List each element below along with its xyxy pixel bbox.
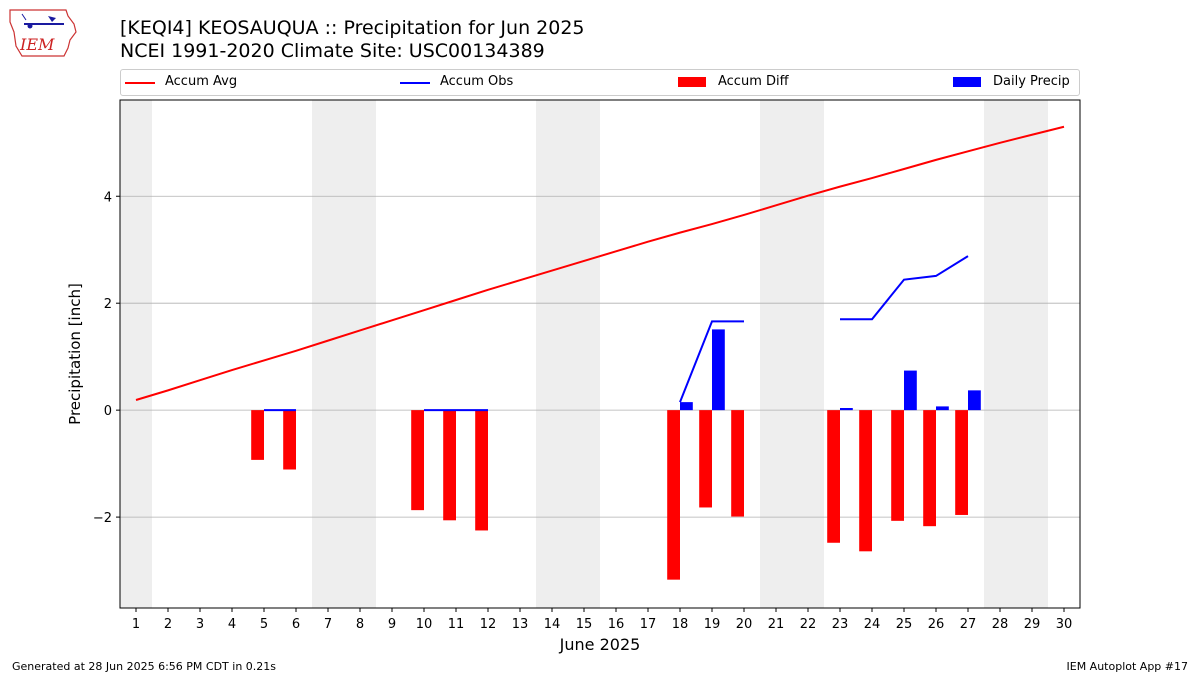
x-tick-label: 28 — [992, 617, 1009, 632]
x-tick-label: 30 — [1056, 617, 1073, 632]
accum-avg-line — [135, 125, 1065, 401]
x-tick-label: 14 — [544, 617, 561, 632]
x-tick-label: 26 — [928, 617, 945, 632]
x-tick-label: 27 — [960, 617, 977, 632]
legend-swatch-accum-diff — [678, 77, 706, 87]
weekend-band — [536, 100, 600, 608]
accum-diff-bar — [891, 410, 904, 521]
legend-swatch-daily-precip — [953, 77, 981, 87]
legend: Accum Avg Accum Obs Accum Diff Daily Pre… — [120, 69, 1080, 96]
chart-title: [KEQI4] KEOSAUQUA :: Precipitation for J… — [120, 17, 585, 39]
x-tick-label: 13 — [512, 617, 529, 632]
x-tick-label: 17 — [640, 617, 657, 632]
daily-precip-bar — [840, 408, 853, 411]
y-axis-label: Precipitation [inch] — [66, 283, 84, 425]
accum-diff-bar — [283, 410, 296, 470]
x-tick-label: 21 — [768, 617, 785, 632]
accum-obs-line — [840, 255, 969, 321]
weekend-band — [760, 100, 824, 608]
accum-diff-bar — [923, 410, 936, 527]
legend-label-daily-precip: Daily Precip — [993, 74, 1070, 89]
x-tick-label: 2 — [164, 617, 172, 632]
x-tick-label: 6 — [292, 617, 300, 632]
accum-diff-bar — [955, 410, 968, 515]
footer-generated: Generated at 28 Jun 2025 6:56 PM CDT in … — [12, 660, 277, 673]
x-tick-label: 5 — [260, 617, 268, 632]
accum-diff-bar — [475, 410, 488, 531]
accum-obs-line — [679, 320, 744, 403]
x-tick-label: 4 — [228, 617, 236, 632]
weekend-band — [312, 100, 376, 608]
weekend-band — [984, 100, 1048, 608]
y-tick-label: −2 — [93, 511, 112, 526]
y-tick-label: 0 — [104, 404, 112, 419]
x-tick-label: 1 — [132, 617, 140, 632]
x-tick-label: 9 — [388, 617, 396, 632]
x-tick-label: 10 — [416, 617, 433, 632]
legend-swatch-accum-avg — [125, 82, 155, 84]
accum-diff-bar — [667, 410, 680, 580]
y-tick-label: 2 — [104, 297, 112, 312]
x-tick-label: 24 — [864, 617, 881, 632]
daily-precip-bar — [904, 370, 917, 411]
footer-app: IEM Autoplot App #17 — [1066, 660, 1189, 673]
accum-diff-bar — [443, 410, 456, 521]
x-tick-label: 16 — [608, 617, 625, 632]
x-tick-label: 19 — [704, 617, 721, 632]
weekend-band — [120, 100, 152, 608]
x-tick-label: 3 — [196, 617, 204, 632]
x-tick-label: 12 — [480, 617, 497, 632]
accum-diff-bar — [731, 410, 744, 517]
x-tick-label: 15 — [576, 617, 593, 632]
x-axis-label: June 2025 — [559, 635, 641, 654]
accum-diff-bar — [859, 410, 872, 552]
daily-precip-bar — [968, 390, 981, 411]
legend-label-accum-avg: Accum Avg — [165, 74, 238, 89]
legend-swatch-accum-obs — [400, 82, 430, 84]
x-tick-label: 11 — [448, 617, 465, 632]
logo-text: IEM — [19, 35, 55, 54]
x-tick-label: 25 — [896, 617, 913, 632]
x-tick-label: 22 — [800, 617, 817, 632]
accum-diff-bar — [699, 410, 712, 508]
chart-subtitle: NCEI 1991-2020 Climate Site: USC00134389 — [120, 40, 545, 62]
legend-label-accum-obs: Accum Obs — [440, 74, 514, 89]
daily-precip-bar — [936, 406, 949, 411]
legend-label-accum-diff: Accum Diff — [718, 74, 789, 89]
accum-diff-bar — [827, 410, 840, 543]
x-tick-label: 20 — [736, 617, 753, 632]
x-tick-label: 7 — [324, 617, 332, 632]
daily-precip-bar — [680, 402, 693, 411]
daily-precip-bar — [712, 329, 725, 411]
x-tick-label: 18 — [672, 617, 689, 632]
y-tick-label: 4 — [104, 190, 112, 205]
x-tick-label: 8 — [356, 617, 364, 632]
iem-logo: IEM — [8, 6, 80, 58]
accum-diff-bar — [251, 410, 264, 460]
plot-frame — [119, 99, 1081, 609]
x-tick-label: 29 — [1024, 617, 1041, 632]
x-tick-label: 23 — [832, 617, 849, 632]
accum-diff-bar — [411, 410, 424, 511]
iowa-state-outline: IEM — [9, 9, 77, 57]
